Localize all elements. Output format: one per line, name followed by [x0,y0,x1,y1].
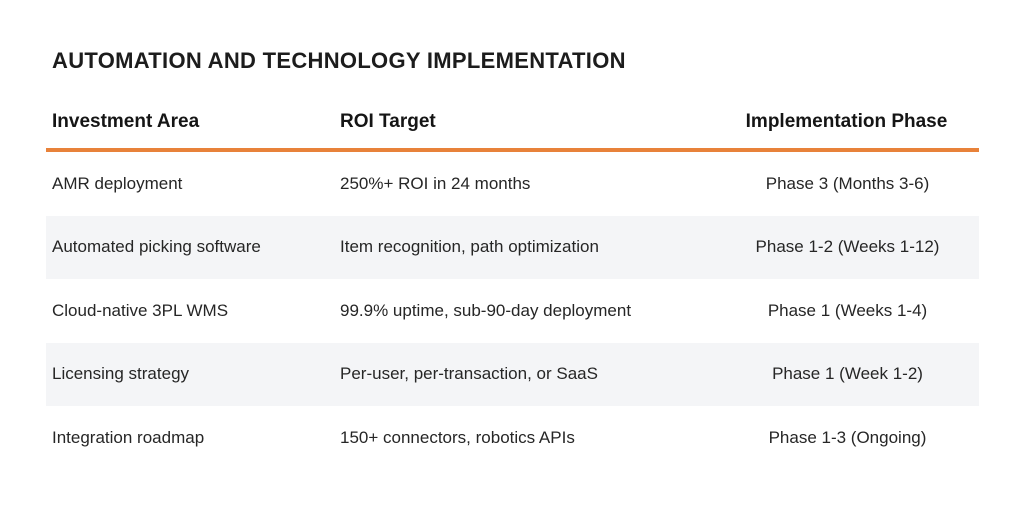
cell-implementation-phase: Phase 1 (Weeks 1-4) [767,300,928,320]
table-row: Integration roadmap 150+ connectors, rob… [46,406,979,470]
cell-investment-area: AMR deployment [52,173,183,193]
cell-investment-area: Cloud-native 3PL WMS [52,300,229,320]
cell-roi-target: 99.9% uptime, sub-90-day deployment [340,300,632,320]
implementation-table: Investment Area ROI Target Implementatio… [46,96,979,470]
cell-implementation-phase: Phase 1 (Week 1-2) [772,364,923,384]
cell-implementation-phase: Phase 1-2 (Weeks 1-12) [755,237,940,257]
table-row: Automated picking software Item recognit… [46,215,979,279]
column-header-investment-area: Investment Area [52,111,200,132]
page-title: AUTOMATION AND TECHNOLOGY IMPLEMENTATION [52,48,626,73]
cell-roi-target: Per-user, per-transaction, or SaaS [340,364,598,384]
table-header-row: Investment Area ROI Target Implementatio… [46,96,979,152]
cell-investment-area: Automated picking software [52,237,261,257]
table-row: AMR deployment 250%+ ROI in 24 months Ph… [46,152,979,216]
cell-roi-target: 150+ connectors, robotics APIs [340,427,575,447]
cell-investment-area: Integration roadmap [52,427,205,447]
column-header-roi-target: ROI Target [340,111,436,132]
cell-roi-target: Item recognition, path optimization [340,237,599,257]
cell-implementation-phase: Phase 1-3 (Ongoing) [768,427,927,447]
table-row: Cloud-native 3PL WMS 99.9% uptime, sub-9… [46,279,979,343]
table-row: Licensing strategy Per-user, per-transac… [46,342,979,406]
cell-implementation-phase: Phase 3 (Months 3-6) [765,173,930,193]
column-header-implementation-phase: Implementation Phase [745,111,948,132]
cell-investment-area: Licensing strategy [52,364,190,384]
cell-roi-target: 250%+ ROI in 24 months [340,173,531,193]
